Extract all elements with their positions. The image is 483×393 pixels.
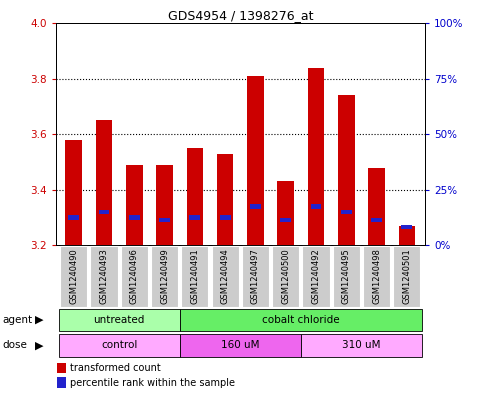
Text: ▶: ▶ [35, 340, 43, 351]
FancyBboxPatch shape [212, 246, 239, 307]
Bar [99, 210, 110, 214]
Bar [398, 226, 415, 245]
Title: GDS4954 / 1398276_at: GDS4954 / 1398276_at [168, 9, 313, 22]
Text: GSM1240496: GSM1240496 [130, 248, 139, 304]
Bar [57, 362, 66, 373]
Bar [186, 148, 203, 245]
FancyBboxPatch shape [90, 246, 118, 307]
Bar [65, 140, 82, 245]
Text: GSM1240494: GSM1240494 [221, 248, 229, 304]
Bar [341, 210, 352, 214]
Text: GSM1240500: GSM1240500 [281, 248, 290, 304]
Text: transformed count: transformed count [71, 363, 161, 373]
FancyBboxPatch shape [272, 246, 299, 307]
Bar [129, 215, 140, 220]
Bar [156, 165, 173, 245]
FancyBboxPatch shape [393, 246, 421, 307]
Text: ▶: ▶ [35, 315, 43, 325]
Text: percentile rank within the sample: percentile rank within the sample [71, 378, 235, 387]
Bar [250, 204, 261, 209]
FancyBboxPatch shape [60, 246, 87, 307]
FancyBboxPatch shape [121, 246, 148, 307]
FancyBboxPatch shape [151, 246, 178, 307]
Text: GSM1240490: GSM1240490 [69, 248, 78, 304]
Text: GSM1240498: GSM1240498 [372, 248, 381, 304]
Bar [338, 95, 355, 245]
Bar [277, 182, 294, 245]
FancyBboxPatch shape [58, 334, 180, 357]
Bar [308, 68, 325, 245]
Bar [247, 76, 264, 245]
Text: cobalt chloride: cobalt chloride [262, 315, 340, 325]
FancyBboxPatch shape [302, 246, 329, 307]
Bar [68, 215, 79, 220]
Text: GSM1240495: GSM1240495 [342, 248, 351, 304]
Text: untreated: untreated [93, 315, 145, 325]
Text: dose: dose [2, 340, 28, 351]
Text: GSM1240501: GSM1240501 [402, 248, 412, 304]
FancyBboxPatch shape [180, 309, 422, 331]
Bar [57, 377, 66, 388]
Bar [280, 218, 291, 222]
Bar [96, 120, 113, 245]
Text: control: control [101, 340, 137, 351]
Text: 310 uM: 310 uM [342, 340, 381, 351]
Bar [401, 225, 412, 230]
Text: 160 uM: 160 uM [221, 340, 259, 351]
Bar [368, 167, 385, 245]
Bar [159, 218, 170, 222]
Bar [126, 165, 142, 245]
Bar [371, 218, 382, 222]
FancyBboxPatch shape [181, 246, 209, 307]
FancyBboxPatch shape [180, 334, 301, 357]
Text: GSM1240493: GSM1240493 [99, 248, 109, 304]
FancyBboxPatch shape [58, 309, 180, 331]
Text: GSM1240492: GSM1240492 [312, 248, 321, 304]
Text: GSM1240499: GSM1240499 [160, 248, 169, 304]
Bar [311, 204, 321, 209]
Bar [217, 154, 233, 245]
FancyBboxPatch shape [333, 246, 360, 307]
Text: GSM1240491: GSM1240491 [190, 248, 199, 304]
FancyBboxPatch shape [242, 246, 269, 307]
Text: agent: agent [2, 315, 32, 325]
FancyBboxPatch shape [363, 246, 390, 307]
Bar [189, 215, 200, 220]
FancyBboxPatch shape [301, 334, 422, 357]
Bar [220, 215, 230, 220]
Text: GSM1240497: GSM1240497 [251, 248, 260, 304]
